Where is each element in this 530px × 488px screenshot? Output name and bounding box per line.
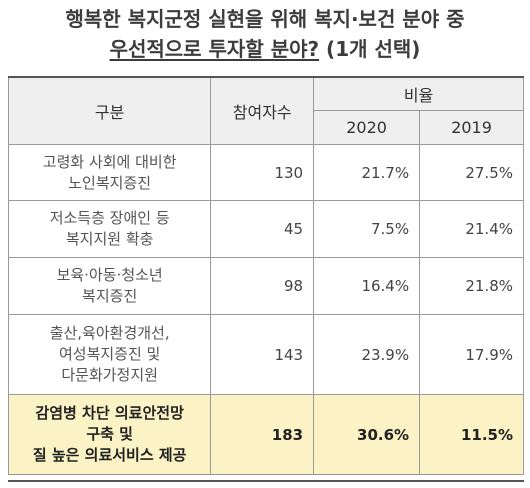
table-top-rule [8,76,524,78]
row-category: 저소득층 장애인 등 복지지원 확충 [7,200,212,258]
table-row: 저소득층 장애인 등 복지지원 확충 45 7.5% 21.4% [7,200,524,258]
table-row: 출산,육아환경개선, 여성복지증진 및 다문화가정지원 143 23.9% 17.9… [7,314,524,395]
row-ratio-2020: 23.9% [313,314,421,395]
row-ratio-2019: 21.4% [419,200,524,258]
row-participants: 183 [210,394,315,475]
header-category: 구분 [7,76,212,145]
row-category: 보육·아동·청소년 복지증진 [7,257,212,315]
survey-table: 구분 참여자수 비율 2020 2019 고령화 사회에 대비한 노인복지증진 1… [7,76,524,475]
title-line-1: 행복한 복지군정 실현을 위해 복지·보건 분야 중 [65,7,465,31]
row-participants: 143 [210,314,315,395]
row-participants: 130 [210,144,315,201]
title-line-2: 우선적으로 투자할 분야? (1개 선택) [0,36,530,62]
header-participants: 참여자수 [210,76,315,145]
table-row: 고령화 사회에 대비한 노인복지증진 130 21.7% 27.5% [7,144,524,201]
row-ratio-2019: 17.9% [419,314,524,395]
row-participants: 45 [210,200,315,258]
table-bottom-rule [8,480,524,482]
header-year-2020: 2020 [313,110,421,145]
row-ratio-2019: 27.5% [419,144,524,201]
table-row: 보육·아동·청소년 복지증진 98 16.4% 21.8% [7,257,524,315]
row-participants: 98 [210,257,315,315]
row-ratio-2019: 21.8% [419,257,524,315]
title-choice-note: (1개 선택) [319,37,421,61]
row-ratio-2020: 16.4% [313,257,421,315]
header-ratio: 비율 [313,76,524,111]
row-ratio-2020: 30.6% [313,394,421,475]
row-ratio-2020: 7.5% [313,200,421,258]
title-underlined-question: 우선적으로 투자할 분야? [109,37,320,61]
header-year-2019: 2019 [419,110,524,145]
row-category: 출산,육아환경개선, 여성복지증진 및 다문화가정지원 [7,314,212,395]
row-ratio-2020: 21.7% [313,144,421,201]
row-category: 고령화 사회에 대비한 노인복지증진 [7,144,212,201]
row-ratio-2019: 11.5% [419,394,524,475]
